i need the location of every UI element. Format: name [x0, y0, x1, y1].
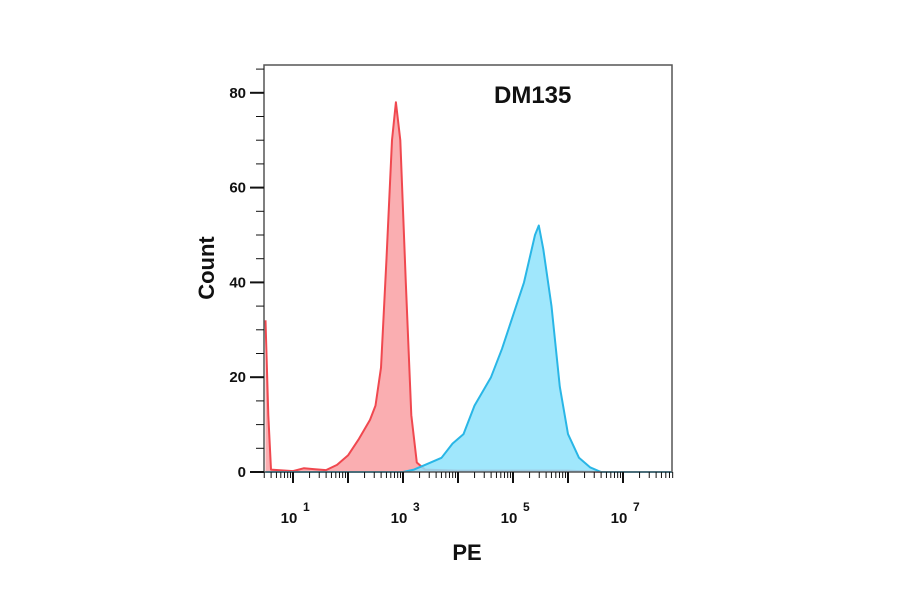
series-fill-DM135: [265, 225, 672, 472]
y-tick-label: 20: [229, 369, 246, 386]
y-axis: 0 20 40 60 80: [229, 68, 264, 481]
x-tick-label: 10: [501, 510, 518, 527]
y-tick-label: 80: [229, 85, 246, 102]
x-axis: 10 1 10 3 10 5 10 7: [263, 472, 674, 527]
x-tick-exponent: 3: [413, 500, 420, 514]
x-tick-label: 10: [281, 510, 298, 527]
plot-frame: [263, 64, 673, 473]
y-tick-label: 60: [229, 180, 246, 197]
series-line-control: [264, 101, 672, 473]
x-tick-label: 10: [611, 510, 628, 527]
x-tick-exponent: 5: [523, 500, 530, 514]
sample-annotation: DM135: [494, 82, 571, 109]
series-line-DM135: [265, 224, 672, 473]
x-tick-exponent: 7: [633, 500, 640, 514]
y-axis-title: Count: [194, 236, 219, 300]
series-fill-control: [265, 102, 672, 473]
y-tick-label: 0: [238, 464, 246, 481]
y-tick-label: 40: [229, 274, 246, 291]
x-tick-label: 10: [391, 510, 408, 527]
x-axis-title: PE: [452, 540, 481, 565]
x-tick-exponent: 1: [303, 500, 310, 514]
histogram-series-group: [264, 101, 672, 473]
